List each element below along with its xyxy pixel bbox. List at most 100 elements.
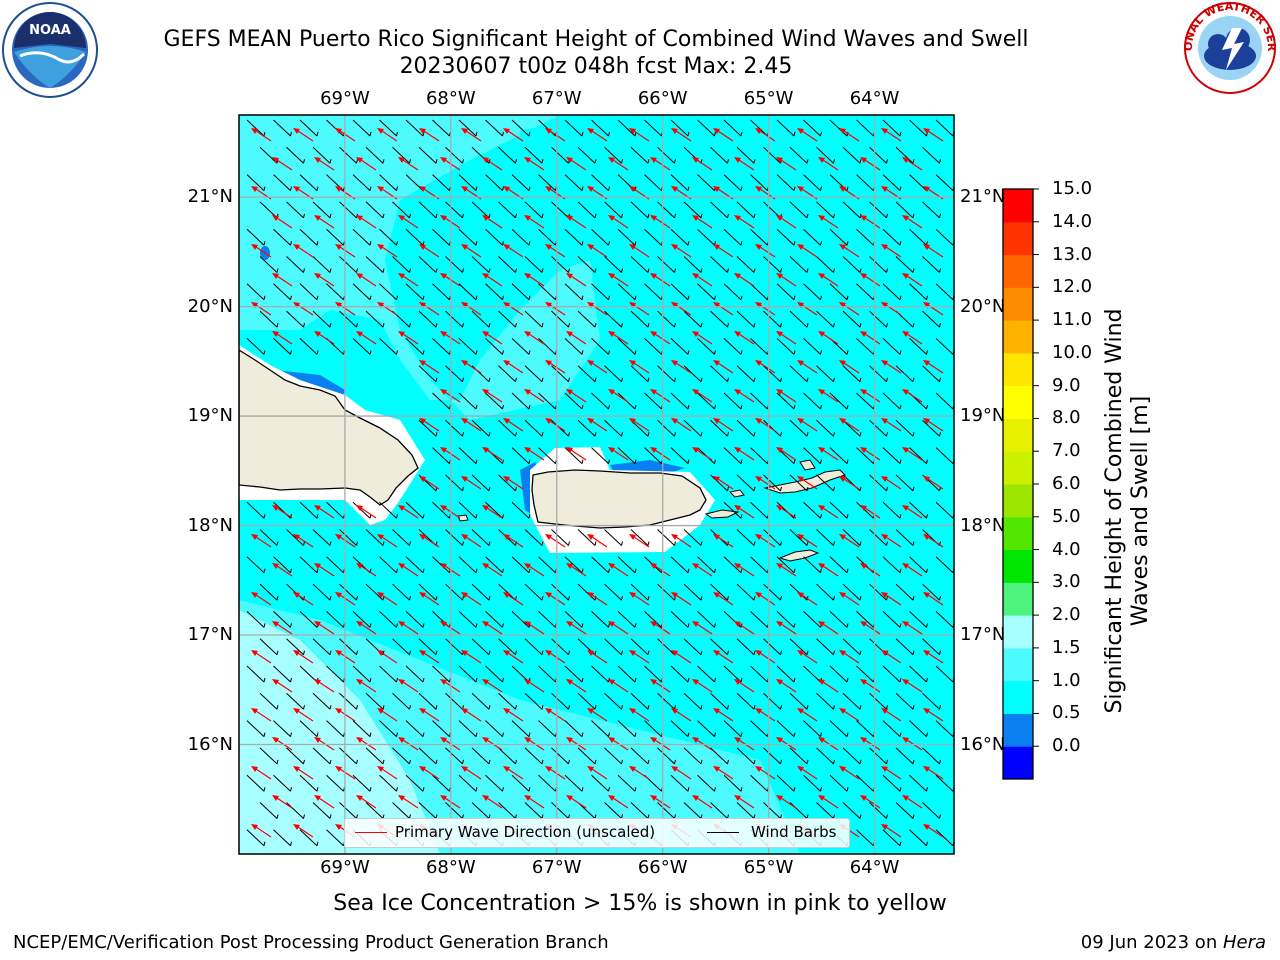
- colorbar-segment: [1003, 385, 1033, 419]
- wind-barb: [485, 119, 504, 137]
- wind-barb: [922, 802, 941, 819]
- wind-barb: [710, 747, 729, 765]
- wind-barb: [259, 529, 279, 546]
- wave-direction-arrow: [902, 679, 923, 693]
- wind-barb: [895, 365, 915, 383]
- wind-barb: [246, 174, 266, 191]
- wind-barb: [365, 310, 385, 328]
- footer-host: Hera: [1222, 932, 1266, 953]
- colorbar-segment: [1003, 713, 1033, 747]
- wave-direction-arrow: [503, 592, 524, 606]
- wave-direction-arrow: [881, 418, 902, 432]
- wave-direction-arrow: [713, 360, 734, 374]
- wind-barb: [379, 774, 398, 792]
- wind-barb: [842, 747, 862, 765]
- wind-barb: [498, 747, 517, 765]
- wind-barb: [577, 146, 597, 164]
- wind-barb: [418, 365, 438, 383]
- wind-barb: [803, 556, 822, 574]
- wind-barb: [498, 692, 517, 710]
- wave-direction-arrow: [503, 534, 524, 548]
- wind-barb: [485, 774, 504, 792]
- wave-direction-arrow: [692, 273, 713, 287]
- wind-barb: [697, 774, 716, 792]
- wave-direction-arrow: [755, 708, 776, 722]
- wave-direction-arrow: [272, 215, 293, 229]
- lat-label-left: 21°N: [187, 186, 233, 208]
- wind-barb: [617, 228, 637, 246]
- wind-barb: [339, 583, 358, 601]
- wave-direction-arrow: [776, 447, 797, 461]
- wave-direction-arrow: [566, 273, 587, 287]
- wind-barb: [604, 529, 623, 546]
- wind-barb: [524, 256, 544, 273]
- wave-direction-arrow: [272, 795, 293, 809]
- wind-barb: [776, 556, 796, 574]
- colorbar-tick-label: 13.0: [1052, 243, 1093, 265]
- wave-direction-arrow: [566, 563, 587, 577]
- wave-direction-arrow: [881, 302, 902, 316]
- wave-direction-arrow: [293, 824, 314, 838]
- wind-barb: [869, 310, 888, 328]
- wind-barb: [630, 310, 650, 328]
- wind-barb: [922, 638, 941, 656]
- wave-direction-arrow: [545, 302, 566, 316]
- colorbar-tick-label: 1.0: [1052, 669, 1081, 691]
- wind-barb: [418, 802, 438, 819]
- wind-barb: [564, 665, 584, 683]
- wave-direction-arrow: [314, 679, 335, 693]
- wave-direction-arrow: [293, 650, 314, 664]
- lon-label-bottom: 65°W: [743, 857, 794, 878]
- wind-barb: [895, 419, 915, 437]
- wind-barb: [657, 146, 676, 164]
- lat-label-right: 16°N: [960, 733, 1006, 755]
- wind-barb: [789, 802, 809, 819]
- wind-barb: [471, 419, 491, 437]
- wave-direction-arrow: [839, 360, 860, 374]
- wind-barb: [445, 747, 464, 765]
- wind-barb: [405, 228, 425, 246]
- wave-direction-arrow: [860, 157, 881, 171]
- colorbar-tick-label: 14.0: [1052, 210, 1093, 232]
- wave-direction-arrow: [797, 302, 818, 316]
- wind-barb: [312, 802, 332, 819]
- map-area: [239, 115, 954, 854]
- wind-barb: [842, 638, 862, 656]
- wave-direction-arrow: [545, 244, 566, 258]
- wave-direction-arrow: [419, 418, 440, 432]
- wave-direction-arrow: [818, 157, 839, 171]
- wind-barb: [445, 146, 464, 164]
- wind-barb: [445, 310, 464, 328]
- wave-direction-arrow: [356, 679, 377, 693]
- wind-barb: [882, 174, 902, 191]
- wave-direction-arrow: [503, 418, 524, 432]
- wind-barb: [445, 256, 464, 273]
- wind-barb: [909, 283, 928, 301]
- wind-barb: [670, 774, 690, 792]
- wave-direction-arrow: [860, 273, 881, 287]
- wind-barb: [829, 774, 849, 792]
- wave-direction-arrow: [398, 215, 419, 229]
- wind-barb: [312, 310, 332, 328]
- wind-barb: [895, 638, 915, 656]
- wind-barb: [763, 638, 782, 656]
- wind-barb: [895, 256, 915, 273]
- wind-barb: [842, 365, 862, 383]
- wave-direction-arrow: [923, 534, 944, 548]
- wind-barb: [842, 256, 862, 273]
- wave-direction-arrow: [818, 795, 839, 809]
- wind-barb: [895, 474, 915, 492]
- wind-barb: [829, 392, 849, 410]
- colorbar-label: Significant Height of Combined Wind Wave…: [1102, 308, 1153, 714]
- wind-barb: [312, 747, 332, 765]
- wind-barb: [352, 774, 372, 792]
- wave-direction-arrow: [734, 331, 755, 345]
- wind-barb: [458, 283, 478, 301]
- wave-direction-arrow: [881, 824, 902, 838]
- wave-direction-arrow: [839, 766, 860, 780]
- wave-direction-arrow: [482, 505, 503, 519]
- wind-barb: [299, 829, 319, 847]
- wind-barb: [352, 228, 372, 246]
- wind-barb: [816, 256, 835, 273]
